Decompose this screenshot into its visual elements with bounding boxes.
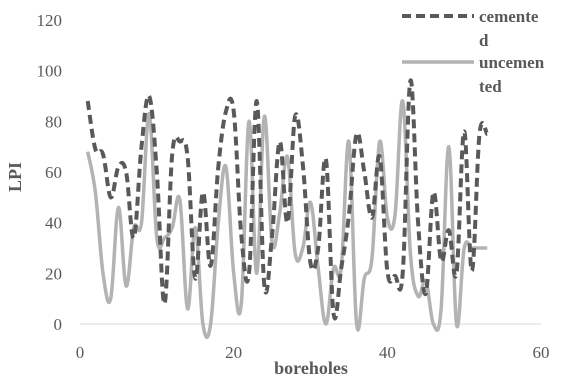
legend-label-cemented: d	[479, 31, 489, 50]
y-tick-label: 80	[45, 112, 62, 131]
series-line-uncemented	[85, 99, 488, 340]
y-axis-title-group: LPI	[5, 162, 25, 192]
legend-label-cemented: cemente	[479, 7, 539, 26]
series-layer	[85, 78, 490, 340]
y-tick-label: 120	[37, 11, 63, 30]
x-tick-labels: 0 20 40 60	[76, 343, 550, 362]
y-tick-label: 100	[37, 62, 63, 81]
x-axis-title: boreholes	[274, 358, 348, 376]
y-tick-label: 0	[54, 315, 63, 334]
x-tick-label: 0	[76, 343, 85, 362]
y-tick-label: 60	[45, 163, 62, 182]
legend-label-uncemented: uncemen	[479, 53, 545, 72]
legend-label-uncemented: ted	[479, 77, 502, 96]
x-axis-title-group: boreholes	[274, 358, 348, 376]
series-line-cemented	[85, 78, 490, 321]
y-axis-title: LPI	[5, 162, 25, 192]
x-tick-label: 40	[379, 343, 396, 362]
x-tick-label: 60	[533, 343, 550, 362]
legend: cemente d uncemen ted	[402, 7, 545, 96]
y-tick-label: 20	[45, 264, 62, 283]
y-tick-labels: 0 20 40 60 80 100 120	[37, 11, 63, 334]
x-tick-label: 20	[225, 343, 242, 362]
y-tick-label: 40	[45, 214, 62, 233]
